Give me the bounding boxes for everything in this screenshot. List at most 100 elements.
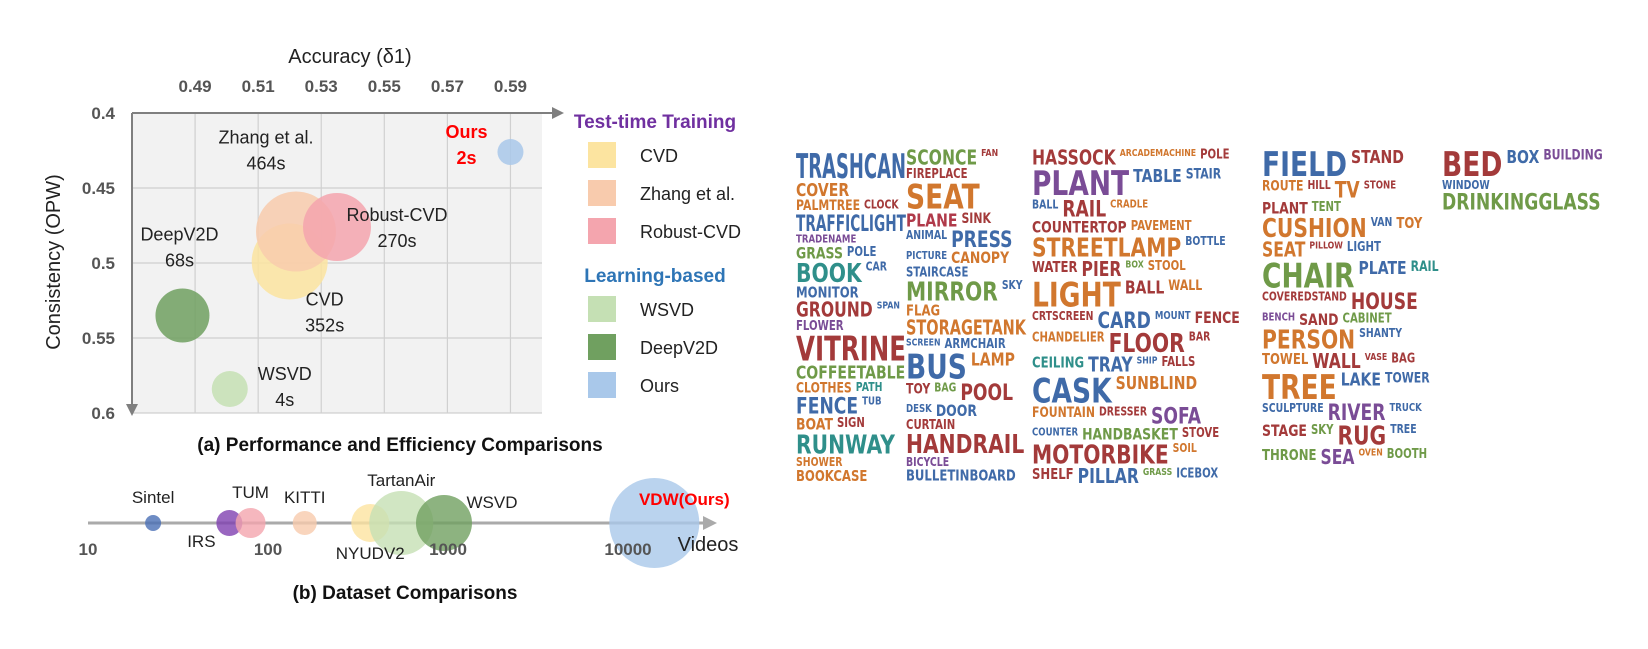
word-clothes: CLOTHES — [796, 381, 852, 397]
word-book: BOOK — [796, 259, 862, 289]
word-shanty: SHANTY — [1359, 326, 1402, 340]
word-hassock: HASSOCK — [1032, 145, 1117, 169]
word-vase: VASE — [1365, 352, 1388, 363]
word-runway: RUNWAY — [796, 430, 896, 460]
bubble-time-label: 464s — [246, 154, 285, 174]
word-plane: PLANE — [906, 210, 957, 231]
word-counter: COUNTER — [1032, 426, 1078, 439]
bubble-name-label: Zhang et al. — [218, 128, 313, 148]
word-picture: PICTURE — [906, 249, 947, 262]
x-tick-label: 0.59 — [494, 77, 527, 96]
dataset-bubble-kitti — [292, 511, 317, 535]
word-icebox: ICEBOX — [1176, 466, 1218, 481]
word-bench: BENCH — [1262, 311, 1295, 324]
word-stove: STOVE — [1182, 426, 1219, 441]
word-fence: FENCE — [1195, 308, 1240, 327]
word-curtain: CURTAIN — [906, 418, 955, 433]
dataset-bubble-wsvd — [415, 495, 472, 551]
word-ceiling: CEILING — [1032, 354, 1084, 372]
word-table: TABLE — [1133, 166, 1182, 187]
y-axis-title: Consistency (OPW) — [43, 174, 65, 350]
word-sign: SIGN — [837, 416, 865, 431]
chart-b-title: (b) Dataset Comparisons — [293, 583, 518, 604]
word-chair: CHAIR — [1262, 256, 1354, 296]
word-rail: RAIL — [1411, 259, 1439, 275]
b-tick-label: 10000 — [604, 540, 651, 559]
word-house: HOUSE — [1351, 290, 1418, 315]
word-pillow: PILLOW — [1309, 240, 1343, 251]
word-light: LIGHT — [1032, 276, 1121, 316]
word-ground: GROUND — [796, 298, 873, 322]
x-tick-label: 0.49 — [179, 77, 212, 96]
word-bag: BAG — [934, 381, 956, 395]
word-box: BOX — [1506, 147, 1539, 168]
word-arcademachine: ARCADEMACHINE — [1120, 148, 1197, 159]
y-tick-label: 0.55 — [82, 329, 115, 348]
word-soil: SOIL — [1173, 441, 1197, 455]
dataset-bubble-tartanair — [369, 491, 434, 555]
y-tick-label: 0.6 — [91, 404, 115, 423]
dataset-label: NYUDV2 — [336, 544, 405, 563]
word-armchair: ARMCHAIR — [945, 337, 1006, 352]
dataset-label: KITTI — [284, 488, 326, 507]
b-tick-label: 100 — [254, 540, 282, 559]
word-tent: TENT — [1312, 200, 1341, 215]
word-bookcase: BOOKCASE — [796, 467, 867, 485]
word-countertop: COUNTERTOP — [1032, 217, 1127, 236]
word-press: PRESS — [951, 228, 1012, 253]
legend-swatch — [588, 372, 616, 398]
dataset-label: TartanAir — [367, 471, 435, 490]
word-screen: SCREEN — [906, 338, 941, 349]
b-tick-label: 10 — [79, 540, 98, 559]
word-rail: RAIL — [1062, 197, 1106, 222]
x-axis-arrow-icon — [552, 107, 564, 119]
word-toy: TOY — [1396, 214, 1423, 232]
bubble-series — [155, 139, 524, 407]
word-seat: SEAT — [906, 177, 980, 217]
word-building: BUILDING — [1543, 147, 1602, 163]
word-sky: SKY — [1311, 423, 1334, 438]
word-pavement: PAVEMENT — [1131, 219, 1192, 234]
word-trashcan: TRASHCAN — [796, 147, 906, 187]
word-oven: OVEN — [1358, 448, 1382, 459]
word-chandelier: CHANDELIER — [1032, 331, 1105, 346]
word-bottle: BOTTLE — [1185, 234, 1225, 248]
y-tick-label: 0.5 — [91, 254, 115, 273]
word-water: WATER — [1032, 258, 1078, 276]
bubble-deepv2d — [155, 288, 210, 343]
word-falls: FALLS — [1161, 355, 1195, 370]
word-pole: POLE — [1200, 148, 1229, 163]
legend-swatch — [588, 296, 616, 322]
b-axis-title: Videos — [678, 534, 739, 556]
legend: Test-time Training CVD Zhang et al. Robust-… — [574, 112, 741, 398]
word-field: FIELD — [1262, 145, 1347, 185]
word-animal: ANIMAL — [906, 228, 947, 242]
word-monitor: MONITOR — [796, 284, 859, 302]
legend-label: CVD — [640, 146, 678, 166]
word-towel: TOWEL — [1262, 350, 1309, 368]
word-ball: BALL — [1032, 197, 1059, 211]
word-ball: BALL — [1125, 277, 1164, 298]
word-trafficlight: TRAFFICLIGHT — [796, 212, 906, 237]
x-tick-label: 0.55 — [368, 77, 401, 96]
dataset-bubble-sintel — [145, 515, 162, 531]
x-tick-labels: 0.49 0.51 0.53 0.55 0.57 0.59 — [179, 77, 527, 96]
dataset-label: IRS — [187, 532, 215, 551]
legend-label: DeepV2D — [640, 338, 718, 358]
dataset-bubble-tum — [235, 508, 266, 538]
legend-label: WSVD — [640, 300, 694, 320]
word-streetlamp: STREETLAMP — [1032, 233, 1181, 263]
word-mirror: MIRROR — [906, 277, 998, 307]
legend-group-title: Test-time Training — [574, 112, 736, 133]
word-flag: FLAG — [906, 302, 940, 320]
word-coveredstand: COVEREDSTAND — [1262, 290, 1347, 304]
dataset-label: VDW(Ours) — [639, 490, 730, 509]
word-bicycle: BICYCLE — [906, 455, 949, 469]
chart-a-title: (a) Performance and Efficiency Compariso… — [197, 435, 602, 456]
performance-efficiency-chart: 0.49 0.51 0.53 0.55 0.57 0.59 0.40.450.50.550… — [43, 46, 741, 456]
word-light: LIGHT — [1347, 240, 1381, 255]
word-route: ROUTE — [1262, 179, 1303, 195]
word-stool: STOOL — [1148, 259, 1186, 274]
word-toy: TOY — [906, 381, 931, 397]
